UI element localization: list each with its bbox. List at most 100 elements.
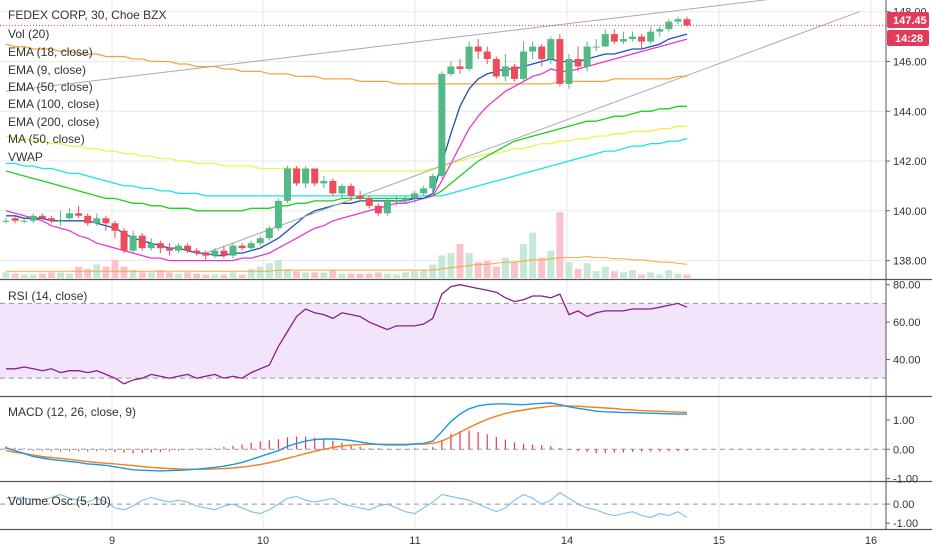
- candle-body[interactable]: [420, 188, 428, 194]
- volume-osc-panel[interactable]: [0, 491, 886, 519]
- candle-body[interactable]: [247, 243, 255, 249]
- candle-body[interactable]: [302, 168, 310, 184]
- candle-body[interactable]: [447, 66, 455, 74]
- candle-body[interactable]: [193, 250, 201, 254]
- candle-body[interactable]: [329, 180, 337, 194]
- candle-body[interactable]: [402, 198, 410, 201]
- time-axis[interactable]: 9 10 11 14 15 16: [109, 535, 877, 547]
- candle-body[interactable]: [56, 220, 64, 222]
- trend-line[interactable]: [205, 11, 860, 254]
- candle-body[interactable]: [238, 245, 246, 249]
- candle-body[interactable]: [311, 168, 319, 184]
- rsi-title[interactable]: RSI (14, close): [8, 289, 87, 303]
- volume-bar: [293, 271, 301, 278]
- candle-body[interactable]: [138, 235, 146, 249]
- candle-body[interactable]: [429, 175, 437, 189]
- candle-body[interactable]: [556, 39, 564, 84]
- candle-body[interactable]: [111, 223, 119, 231]
- candle-body[interactable]: [683, 19, 691, 26]
- volume-bar: [66, 273, 74, 278]
- candle-body[interactable]: [619, 39, 627, 42]
- symbol-title[interactable]: FEDEX CORP, 30, Choe BZX: [8, 8, 167, 22]
- candle-body[interactable]: [465, 46, 473, 69]
- candle-body[interactable]: [129, 235, 137, 251]
- candle-body[interactable]: [383, 200, 391, 214]
- candle-body[interactable]: [438, 73, 446, 176]
- candle-body[interactable]: [601, 34, 609, 47]
- candle-body[interactable]: [256, 238, 264, 244]
- candle-body[interactable]: [47, 218, 55, 221]
- candle-body[interactable]: [365, 198, 373, 206]
- panel-dividers[interactable]: [0, 278, 932, 531]
- legend-ema50[interactable]: EMA (50, close): [8, 80, 93, 94]
- legend-ma50[interactable]: MA (50, close): [8, 132, 85, 146]
- candle-body[interactable]: [665, 21, 673, 30]
- candle-body[interactable]: [283, 168, 291, 201]
- candle-body[interactable]: [647, 31, 655, 42]
- candle-body[interactable]: [156, 243, 164, 249]
- candle-body[interactable]: [147, 243, 155, 249]
- candle-body[interactable]: [274, 200, 282, 229]
- legend-ema100[interactable]: EMA (100, close): [8, 97, 99, 111]
- candle-body[interactable]: [492, 58, 500, 77]
- candle-body[interactable]: [20, 220, 28, 222]
- price-panel[interactable]: [0, 0, 886, 278]
- candle-body[interactable]: [610, 34, 618, 42]
- candle-body[interactable]: [293, 168, 301, 184]
- candle-body[interactable]: [565, 58, 573, 84]
- macd-title[interactable]: MACD (12, 26, close, 9): [8, 405, 136, 419]
- legend-vol[interactable]: Vol (20): [8, 27, 49, 41]
- candle-body[interactable]: [574, 58, 582, 67]
- candle-body[interactable]: [547, 39, 555, 59]
- candle-body[interactable]: [66, 213, 74, 219]
- candle-body[interactable]: [629, 36, 637, 40]
- candle-body[interactable]: [656, 29, 664, 32]
- candle-body[interactable]: [392, 200, 400, 202]
- candle-body[interactable]: [220, 250, 228, 256]
- candle-body[interactable]: [456, 66, 464, 69]
- candle-body[interactable]: [347, 185, 355, 196]
- candle-body[interactable]: [102, 218, 110, 224]
- candle-body[interactable]: [501, 66, 509, 77]
- candle-body[interactable]: [93, 218, 101, 224]
- candle-body[interactable]: [338, 185, 346, 194]
- candle-body[interactable]: [84, 215, 92, 224]
- candle-body[interactable]: [520, 51, 528, 79]
- candle-body[interactable]: [538, 46, 546, 59]
- candle-body[interactable]: [11, 218, 19, 221]
- candle-body[interactable]: [229, 245, 237, 256]
- candle-body[interactable]: [2, 220, 10, 222]
- candle-body[interactable]: [356, 195, 364, 199]
- candle-body[interactable]: [175, 245, 183, 251]
- candle-body[interactable]: [120, 230, 128, 251]
- candle-body[interactable]: [38, 215, 46, 219]
- candle-body[interactable]: [265, 228, 273, 239]
- legend-ema200[interactable]: EMA (200, close): [8, 115, 99, 129]
- candle-body[interactable]: [638, 36, 646, 42]
- candle-body[interactable]: [592, 46, 600, 48]
- legend-vwap[interactable]: VWAP: [8, 150, 43, 164]
- candle-body[interactable]: [165, 248, 173, 251]
- price-axis[interactable]: 148.00146.00144.00142.00140.00138.0080.0…: [885, 0, 927, 530]
- candle-body[interactable]: [211, 250, 219, 256]
- legend-ema9[interactable]: EMA (9, close): [8, 63, 86, 77]
- candle-body[interactable]: [411, 193, 419, 199]
- trend-line[interactable]: [5, 0, 832, 92]
- candle-body[interactable]: [510, 66, 518, 79]
- legend-ema18[interactable]: EMA (18, close): [8, 45, 93, 59]
- candle-body[interactable]: [320, 180, 328, 184]
- candle-body[interactable]: [529, 46, 537, 52]
- candle-body[interactable]: [583, 46, 591, 67]
- candle-body[interactable]: [75, 213, 83, 216]
- candle-body[interactable]: [674, 19, 682, 22]
- candle-body[interactable]: [184, 245, 192, 251]
- candle-body[interactable]: [29, 215, 37, 221]
- candle-body[interactable]: [474, 46, 482, 52]
- macd-panel[interactable]: [0, 402, 886, 472]
- volume-osc-title[interactable]: Volume Osc (5, 10): [8, 494, 111, 508]
- candle-body[interactable]: [374, 205, 382, 214]
- candle-body[interactable]: [483, 51, 491, 59]
- candle-body[interactable]: [202, 253, 210, 256]
- rsi-panel[interactable]: [0, 284, 886, 385]
